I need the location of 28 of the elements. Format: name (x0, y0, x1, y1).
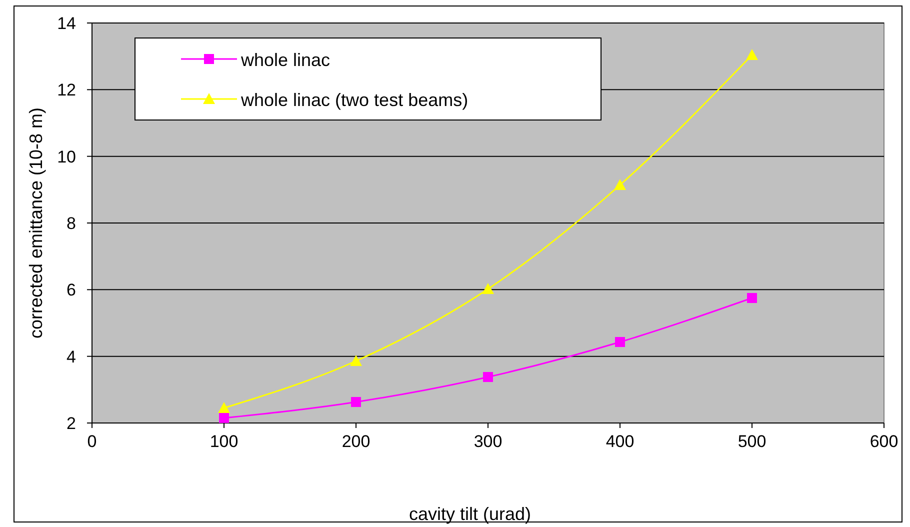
point (218, 402, 230, 413)
point (615, 337, 625, 347)
x-tick-label: 500 (738, 432, 766, 451)
y-tick-label: 12 (57, 80, 76, 100)
point (747, 293, 757, 303)
x-tick-label: 400 (606, 432, 634, 451)
point (746, 49, 758, 60)
y-tick-label: 8 (66, 214, 76, 233)
legend-label: whole linac (two test beams) (240, 90, 468, 110)
y-tick-label: 4 (66, 347, 76, 366)
point (350, 355, 362, 366)
y-tick-label: 14 (57, 14, 76, 33)
point (351, 397, 361, 407)
y-tick-label: 6 (66, 280, 76, 300)
y-tick-label: 10 (57, 147, 76, 166)
point (483, 372, 493, 382)
legend-label: whole linac (240, 50, 330, 70)
x-tick-label: 200 (342, 432, 370, 451)
point (219, 413, 229, 423)
x-tick-label: 100 (210, 432, 238, 451)
point (482, 283, 494, 294)
y-axis-title: corrected emittance (10-8 m) (26, 107, 46, 339)
x-tick-label: 0 (87, 432, 97, 451)
x-tick-label: 600 (870, 432, 898, 451)
x-tick-label: 300 (474, 432, 502, 451)
point (614, 179, 626, 190)
y-tick-label: 2 (66, 414, 76, 433)
x-axis-title: cavity tilt (urad) (408, 504, 532, 524)
